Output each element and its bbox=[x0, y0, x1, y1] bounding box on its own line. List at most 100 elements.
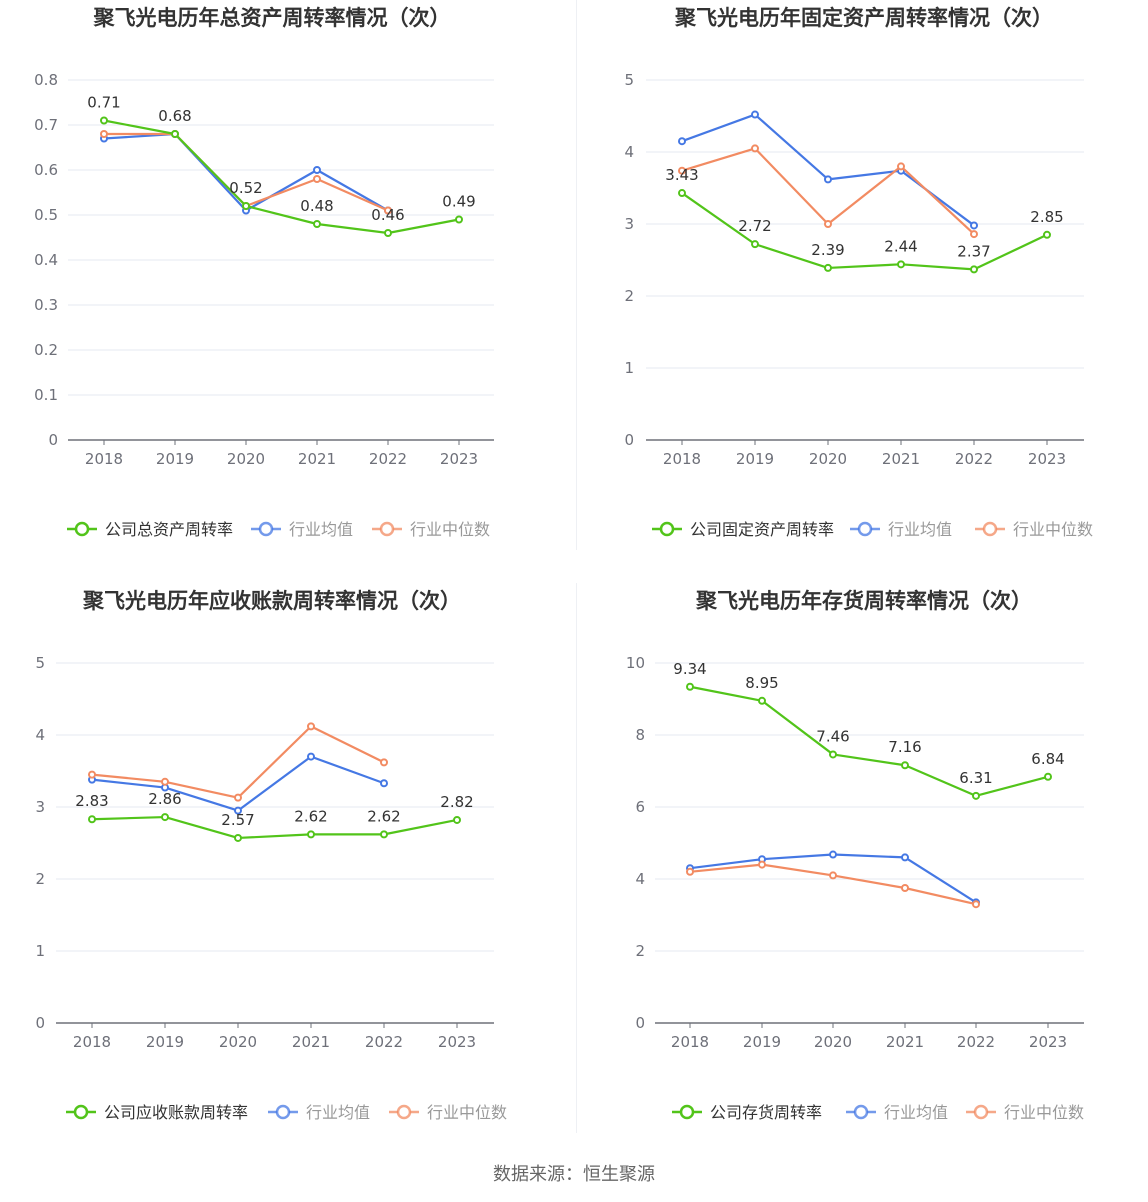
legend-marker-icon bbox=[973, 1104, 989, 1120]
legend-industry-median: 行业中位数 bbox=[966, 1103, 1084, 1122]
data-label: 2.72 bbox=[738, 217, 771, 235]
chart-title: 聚飞光电历年存货周转率情况（次） bbox=[695, 589, 1032, 613]
point-avg bbox=[380, 779, 388, 788]
point-company bbox=[242, 202, 250, 210]
legend-industry-median: 行业中位数 bbox=[372, 520, 490, 539]
chart-panel-total-asset: 聚飞光电历年总资产周转率情况（次） 0 0.1 0.2 0.3 0.4 0.5 0.6 0.7 0… bbox=[0, 0, 574, 583]
chart-receivables: 聚飞光电历年应收账款周转率情况（次） 0 1 2 3 4 5 2018 2019 2020 2021… bbox=[35, 589, 507, 1122]
legend-label: 公司总资产周转率 bbox=[105, 520, 233, 539]
y-tick-label: 0.1 bbox=[34, 386, 58, 404]
x-tick-label: 2022 bbox=[955, 450, 993, 468]
y-tick-label: 2 bbox=[624, 287, 634, 305]
chart-fixed-asset: 聚飞光电历年固定资产周转率情况（次） 0 1 2 3 4 5 2018 2019 2020 2021… bbox=[624, 6, 1093, 539]
point-company bbox=[313, 220, 321, 228]
x-tick-label: 2020 bbox=[227, 450, 265, 468]
x-tick-label: 2019 bbox=[146, 1033, 184, 1051]
point-company bbox=[758, 696, 766, 705]
series-line-avg bbox=[103, 132, 389, 212]
y-tick-label: 0 bbox=[35, 1014, 45, 1032]
x-tick-label: 2023 bbox=[440, 450, 478, 468]
legend-industry-average: 行业均值 bbox=[268, 1103, 370, 1122]
data-label: 2.37 bbox=[957, 242, 990, 260]
point-company bbox=[1043, 230, 1051, 239]
legend-company: 公司应收账款周转率 bbox=[66, 1103, 248, 1122]
data-label: 2.44 bbox=[884, 237, 917, 255]
chart-title: 聚飞光电历年应收账款周转率情况（次） bbox=[82, 589, 461, 613]
x-tick-label: 2021 bbox=[882, 450, 920, 468]
series-line-median bbox=[104, 132, 389, 212]
data-label: 6.84 bbox=[1031, 750, 1064, 768]
x-tick-label: 2019 bbox=[743, 1033, 781, 1051]
legend-marker-icon bbox=[379, 521, 395, 537]
x-tick-label: 2020 bbox=[809, 450, 847, 468]
y-tick-label: 2 bbox=[635, 942, 645, 960]
point-company bbox=[901, 761, 909, 770]
legend-industry-average: 行业均值 bbox=[251, 520, 353, 539]
point-company bbox=[686, 682, 694, 691]
legend-label: 行业均值 bbox=[884, 1103, 948, 1122]
x-tick-label: 2021 bbox=[298, 450, 336, 468]
data-label: 2.62 bbox=[367, 807, 400, 825]
y-tick-label: 5 bbox=[624, 71, 634, 89]
y-tick-label: 8 bbox=[635, 726, 645, 744]
data-label: 2.62 bbox=[294, 807, 327, 825]
series-line-company bbox=[689, 685, 1049, 797]
data-label: 2.57 bbox=[221, 811, 254, 829]
point-avg bbox=[901, 853, 909, 862]
point-company bbox=[897, 260, 905, 269]
data-label: 9.34 bbox=[673, 660, 706, 678]
series-line-company bbox=[681, 192, 1048, 271]
legend-marker-icon bbox=[853, 1104, 869, 1120]
y-tick-label: 0 bbox=[635, 1014, 645, 1032]
point-company bbox=[1044, 772, 1052, 781]
point-median bbox=[829, 871, 837, 880]
y-tick-label: 4 bbox=[624, 143, 634, 161]
data-label: 2.39 bbox=[811, 241, 844, 259]
data-label: 0.71 bbox=[87, 94, 120, 112]
y-tick-label: 0 bbox=[624, 431, 634, 449]
point-median bbox=[678, 166, 686, 175]
y-tick-label: 0.4 bbox=[34, 251, 58, 269]
data-label: 0.68 bbox=[158, 107, 191, 125]
legend-marker-icon bbox=[679, 1104, 695, 1120]
x-tick-label: 2023 bbox=[438, 1033, 476, 1051]
legend-label: 行业中位数 bbox=[1004, 1103, 1084, 1122]
data-label: 8.95 bbox=[745, 674, 778, 692]
legend-marker-icon bbox=[982, 521, 998, 537]
point-company bbox=[384, 229, 392, 237]
legend-label: 行业中位数 bbox=[1013, 520, 1093, 539]
data-label: 0.46 bbox=[371, 206, 404, 224]
data-label: 2.86 bbox=[148, 790, 181, 808]
legend-company: 公司总资产周转率 bbox=[67, 520, 233, 539]
x-tick-label: 2020 bbox=[219, 1033, 257, 1051]
data-label: 0.52 bbox=[229, 179, 262, 197]
legend-marker-icon bbox=[258, 521, 274, 537]
point-median bbox=[100, 130, 108, 138]
x-tick-label: 2019 bbox=[736, 450, 774, 468]
point-median bbox=[758, 860, 766, 869]
x-tick-label: 2018 bbox=[85, 450, 123, 468]
legend-label: 公司固定资产周转率 bbox=[690, 520, 834, 539]
point-median bbox=[901, 884, 909, 892]
point-median bbox=[384, 206, 392, 215]
legend-marker-icon bbox=[857, 521, 873, 537]
point-company bbox=[824, 263, 832, 272]
legend-marker-icon bbox=[73, 1104, 89, 1120]
data-label: 7.16 bbox=[888, 738, 921, 756]
x-tick-label: 2018 bbox=[663, 450, 701, 468]
y-tick-label: 2 bbox=[35, 870, 45, 888]
point-company bbox=[234, 833, 242, 842]
x-tick-label: 2019 bbox=[156, 450, 194, 468]
point-avg bbox=[678, 137, 686, 146]
y-tick-label: 0.7 bbox=[34, 116, 58, 134]
legend-industry-median: 行业中位数 bbox=[389, 1103, 507, 1122]
data-label: 2.83 bbox=[75, 792, 108, 810]
legend-marker-icon bbox=[659, 521, 675, 537]
legend-marker-icon bbox=[74, 521, 90, 537]
data-label: 3.43 bbox=[665, 166, 698, 184]
legend-label: 行业中位数 bbox=[410, 520, 490, 539]
y-tick-label: 5 bbox=[35, 654, 45, 672]
legend-label: 公司存货周转率 bbox=[710, 1103, 822, 1122]
point-median bbox=[88, 770, 96, 779]
point-avg bbox=[970, 221, 978, 230]
